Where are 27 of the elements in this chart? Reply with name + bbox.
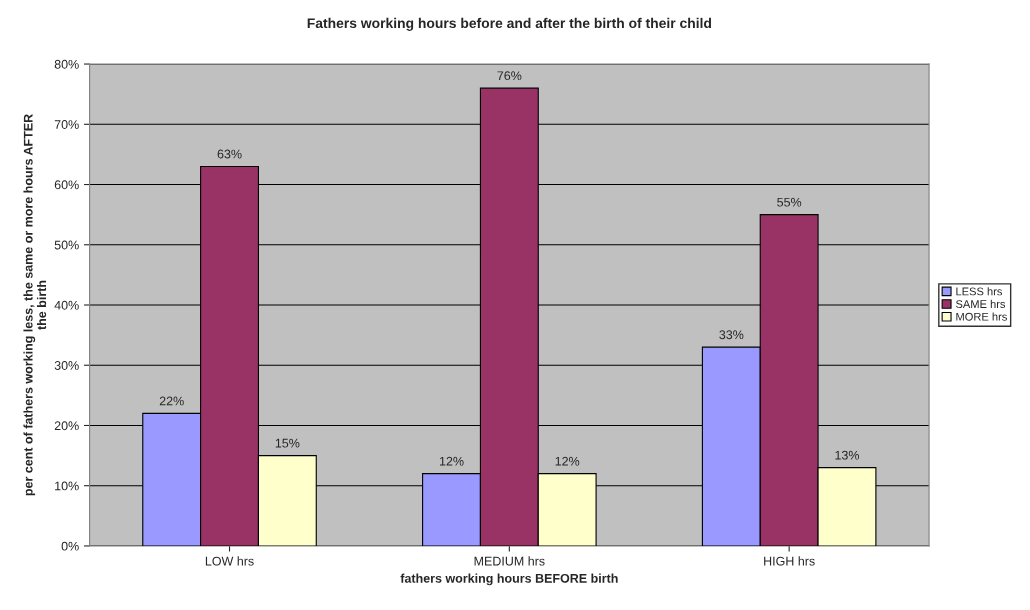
- y-tick-label: 10%: [55, 481, 79, 491]
- data-label: 15%: [275, 438, 300, 448]
- data-label: 22%: [159, 396, 184, 406]
- y-axis-title: per cent of fathers working less, the same or more hours AFTER the birth: [23, 114, 47, 496]
- x-tick-label: HIGH hrs: [764, 556, 815, 566]
- legend-label: MORE hrs: [956, 312, 1007, 321]
- data-label: 12%: [555, 456, 580, 466]
- y-tick-label: 60%: [54, 180, 79, 190]
- chart-title: Fathers working hours before and after the birth of their child: [307, 17, 711, 31]
- y-tick-label: 70%: [54, 120, 79, 129]
- data-label: 76%: [497, 71, 522, 81]
- y-tick-label: 30%: [54, 361, 79, 370]
- data-label: 13%: [835, 450, 860, 460]
- data-label: 12%: [439, 456, 464, 466]
- data-label: 55%: [777, 197, 802, 207]
- data-label: 33%: [719, 330, 744, 340]
- y-tick-label: 50%: [54, 240, 79, 250]
- x-axis-title: fathers working hours BEFORE birth: [400, 573, 618, 586]
- x-tick-label: MEDIUM hrs: [474, 556, 545, 566]
- data-label: 63%: [217, 149, 242, 159]
- y-tick-label: 40%: [54, 300, 79, 310]
- legend-label: LESS hrs: [956, 287, 1003, 296]
- y-tick-label: 20%: [54, 421, 79, 431]
- legend-label: SAME hrs: [955, 299, 1006, 309]
- y-tick-label: 0%: [61, 541, 79, 551]
- x-tick-label: LOW hrs: [205, 556, 254, 566]
- y-tick-label: 80%: [54, 59, 79, 69]
